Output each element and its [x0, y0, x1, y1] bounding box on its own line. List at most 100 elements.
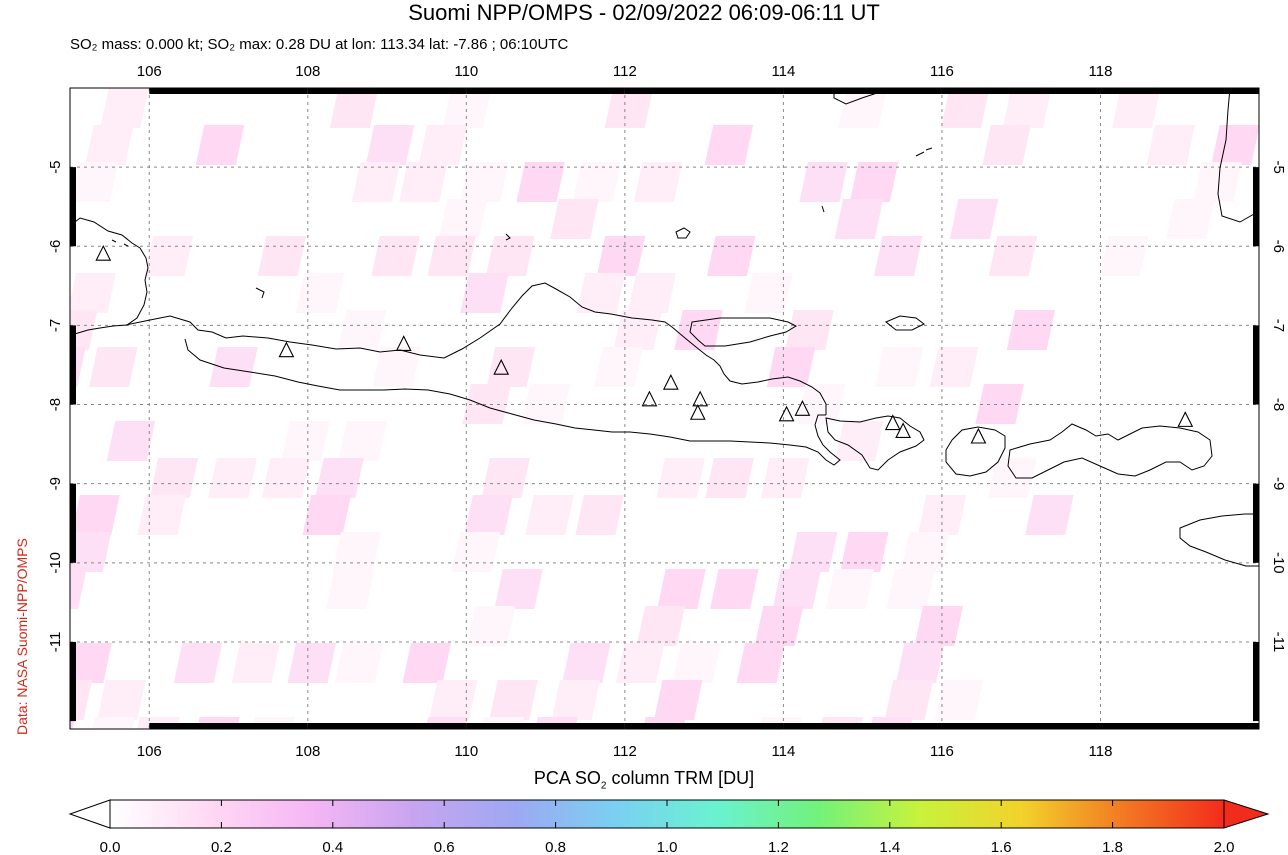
so2-pixel: [657, 569, 706, 609]
so2-pixel: [516, 162, 566, 202]
lat-label-right: -7: [1270, 319, 1287, 332]
so2-pixel: [257, 236, 307, 276]
colorbar-tick-label: 0.8: [545, 839, 566, 855]
lon-label-bottom: 108: [295, 743, 320, 760]
so2-pixel: [402, 643, 452, 683]
so2-pixel: [371, 236, 420, 276]
colorbar-tick-label: 1.8: [1102, 839, 1123, 855]
colorbar-tick-label: 0.0: [100, 839, 121, 855]
coastlines: [70, 88, 1259, 567]
frame-band-left: [70, 483, 76, 563]
so2-pixel: [106, 421, 156, 461]
colorbar-tick-label: 1.6: [991, 839, 1012, 855]
so2-pixel: [1006, 310, 1056, 350]
so2-pixel: [144, 236, 194, 276]
frame-band-left: [70, 167, 76, 247]
volcano-icon: [794, 400, 811, 416]
volcano-icon: [884, 414, 901, 431]
so2-pixel: [674, 310, 723, 350]
frame-band-left: [70, 325, 76, 405]
so2-pixel: [438, 199, 488, 239]
so2-pixel: [287, 643, 337, 683]
so2-pixel: [982, 125, 1031, 165]
lat-label-right: -6: [1270, 240, 1287, 253]
so2-pixel: [672, 643, 721, 683]
lat-label-right: -8: [1270, 398, 1287, 411]
so2-pixel: [744, 273, 793, 313]
frame-band-bottom: [941, 723, 1101, 729]
so2-pixel: [656, 458, 705, 498]
so2-pixel: [334, 643, 384, 683]
so2-pixel: [17, 273, 66, 313]
frame-band-top: [624, 88, 784, 94]
coast-lombok: [945, 426, 1006, 477]
lon-label-top: 112: [613, 63, 637, 80]
frame-band-bottom: [307, 723, 467, 729]
frame-band-top: [1100, 88, 1259, 94]
so2-pixel: [1193, 162, 1242, 202]
so2-pixel: [1112, 88, 1161, 128]
frame-band-top: [149, 88, 308, 94]
so2-pixel: [575, 495, 624, 535]
so2-pixel: [1002, 88, 1052, 128]
colorbar-tick-label: 1.4: [879, 839, 900, 855]
frame-band-top: [307, 88, 467, 94]
coast-madura: [689, 317, 798, 347]
so2-pixel: [1166, 199, 1215, 239]
lat-label-left: -8: [47, 398, 64, 411]
colorbar-tick-label: 0.2: [211, 839, 232, 855]
frame-band-left: [70, 641, 76, 722]
lon-label-bottom: 106: [137, 743, 162, 760]
so2-pixel: [594, 347, 643, 387]
volcano-icon: [689, 404, 706, 420]
so2-pixel: [604, 88, 654, 128]
lon-label-top: 114: [771, 63, 795, 80]
so2-pixel: [195, 125, 245, 165]
so2-pixel: [636, 606, 686, 646]
so2-pixel: [85, 125, 134, 165]
coast-sulawesi-sw: [1217, 88, 1259, 223]
coast-sumba: [1179, 513, 1259, 567]
so2-pixel: [572, 162, 622, 202]
frame-bands: [70, 88, 1259, 729]
so2-pixel: [1146, 125, 1196, 165]
so2-pixel: [231, 643, 280, 683]
colorbar-title: PCA SO2 column TRM [DU]: [533, 768, 755, 792]
lon-label-top: 106: [137, 63, 162, 80]
volcano-icon: [1177, 411, 1194, 427]
so2-pixel: [315, 458, 364, 498]
frame-band-bottom: [466, 723, 625, 729]
so2-pixel: [835, 421, 884, 461]
so2-pixel: [489, 680, 538, 720]
lat-label-left: -11: [47, 632, 64, 653]
so2-pixel: [988, 236, 1038, 276]
lon-label-bottom: 112: [613, 743, 637, 760]
coast-java-south: [184, 338, 841, 466]
so2-pixel: [627, 273, 677, 313]
so2-pixel: [460, 273, 509, 313]
so2-pixel: [914, 606, 963, 646]
so2-pixel: [0, 310, 46, 350]
volcano-icon: [895, 422, 911, 438]
so2-pixel: [372, 347, 422, 387]
so2-pixel: [86, 717, 135, 729]
so2-pixel: [840, 532, 889, 572]
so2-pixel: [886, 569, 935, 609]
so2-pixel: [900, 532, 950, 572]
so2-pixel: [975, 384, 1024, 424]
so2-pixel: [70, 680, 93, 720]
so2-pixel: [100, 88, 149, 128]
so2-pixel: [754, 606, 804, 646]
so2-pixel: [576, 273, 626, 313]
so2-pixel: [987, 458, 1037, 498]
lat-label-right: -5: [1270, 160, 1287, 173]
so2-pixel: [838, 88, 887, 128]
so2-pixel: [1099, 236, 1149, 276]
volcano-icon: [641, 390, 658, 407]
so2-pixel: [149, 458, 199, 498]
frame-band-bottom: [624, 723, 784, 729]
so2-pixel: [89, 347, 138, 387]
so2-pixel: [772, 569, 822, 609]
coast-kangean: [885, 315, 925, 331]
